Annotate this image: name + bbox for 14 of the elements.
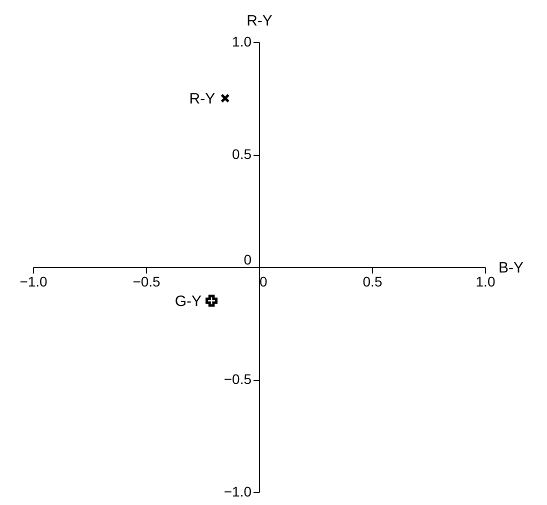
x-tick-label: −0.5 (132, 274, 161, 290)
series-label: G-Y (174, 292, 202, 310)
x-axis-title: B-Y (498, 260, 524, 276)
x-tick-label: 0 (260, 274, 268, 290)
x-tick-label: 0.5 (362, 274, 382, 290)
series-label: R-Y (189, 90, 216, 108)
y-tick-label: −1.0 (224, 484, 252, 500)
y-tick-label: −0.5 (224, 371, 252, 387)
y-tick-label: 1.0 (232, 34, 252, 50)
y-tick-label: 0.5 (232, 146, 252, 162)
y-axis-title: R-Y (246, 12, 272, 30)
y-tick-label: 0 (244, 252, 252, 268)
x-tick-label: 1.0 (476, 274, 496, 290)
x-tick-label: −1.0 (20, 274, 48, 290)
